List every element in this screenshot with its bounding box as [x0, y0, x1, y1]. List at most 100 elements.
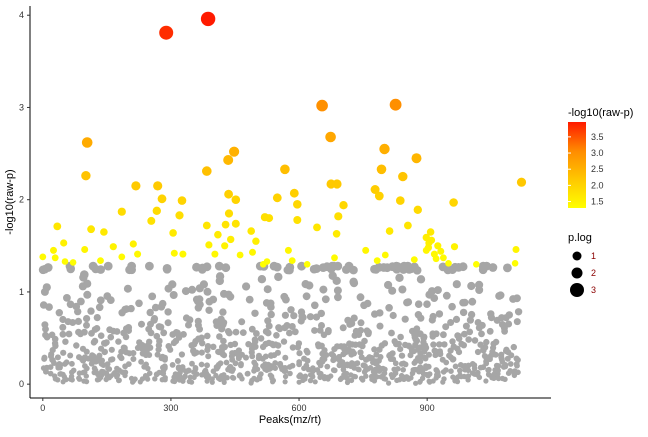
- significant-point: [293, 216, 302, 224]
- background-point: [76, 354, 82, 361]
- background-point: [191, 350, 198, 357]
- significant-point: [249, 248, 256, 256]
- background-point: [262, 353, 269, 360]
- significant-point: [404, 221, 412, 230]
- significant-point: [284, 246, 292, 254]
- significant-point: [252, 237, 260, 245]
- background-point: [90, 339, 98, 346]
- background-point: [310, 374, 316, 380]
- background-point: [257, 375, 263, 382]
- significant-point: [379, 143, 390, 155]
- background-point: [199, 280, 208, 289]
- background-point: [450, 343, 457, 350]
- background-point: [440, 331, 447, 339]
- background-point: [317, 309, 325, 318]
- background-point: [399, 261, 409, 271]
- background-point: [499, 375, 506, 382]
- background-point: [377, 354, 384, 360]
- background-point: [302, 376, 308, 382]
- background-point: [273, 332, 280, 339]
- significant-point: [381, 251, 389, 259]
- background-point: [259, 343, 267, 351]
- background-point: [351, 361, 358, 367]
- background-point: [40, 365, 47, 371]
- background-point: [139, 350, 146, 357]
- background-point: [426, 351, 432, 358]
- background-point: [333, 286, 342, 295]
- background-point: [139, 345, 146, 352]
- background-point: [296, 359, 303, 365]
- significant-point: [511, 260, 519, 267]
- background-point: [403, 298, 411, 307]
- background-point: [145, 325, 153, 333]
- background-point: [282, 379, 288, 385]
- background-point: [337, 357, 343, 364]
- background-point: [219, 308, 227, 316]
- background-point: [319, 356, 326, 363]
- background-point: [192, 366, 199, 372]
- x-tick-label: 0: [40, 403, 45, 413]
- background-point: [248, 325, 256, 333]
- background-point: [398, 352, 405, 359]
- background-point: [443, 265, 453, 274]
- color-legend-label: 2.5: [591, 164, 604, 174]
- significant-point: [117, 207, 126, 216]
- significant-point: [289, 188, 299, 198]
- significant-point: [370, 185, 380, 194]
- significant-point: [69, 259, 77, 266]
- background-point: [433, 286, 442, 295]
- background-point: [100, 362, 107, 368]
- background-point: [170, 378, 176, 384]
- background-point: [415, 355, 421, 361]
- background-point: [146, 308, 154, 317]
- background-point: [511, 370, 518, 377]
- significant-point: [411, 153, 422, 164]
- background-point: [471, 365, 478, 372]
- background-point: [295, 340, 303, 347]
- background-point: [447, 354, 454, 361]
- significant-point: [81, 137, 93, 148]
- background-point: [248, 380, 254, 386]
- significant-point: [293, 200, 302, 209]
- background-point: [290, 312, 298, 320]
- background-point: [95, 303, 104, 312]
- significant-point: [200, 11, 216, 27]
- background-point: [172, 329, 180, 336]
- background-point: [97, 332, 105, 340]
- background-point: [125, 324, 133, 331]
- background-point: [462, 322, 470, 330]
- background-point: [286, 364, 293, 370]
- background-point: [433, 375, 439, 381]
- significant-point: [263, 258, 271, 265]
- background-point: [162, 264, 172, 273]
- background-point: [203, 370, 210, 377]
- background-point: [238, 318, 246, 326]
- background-point: [150, 315, 159, 323]
- background-point: [296, 350, 303, 357]
- background-point: [245, 295, 254, 304]
- background-point: [87, 307, 95, 315]
- background-point: [319, 285, 328, 294]
- background-point: [457, 367, 463, 374]
- background-point: [288, 323, 296, 330]
- background-point: [334, 293, 342, 302]
- background-point: [289, 344, 297, 351]
- background-point: [107, 333, 115, 341]
- background-point: [312, 264, 321, 273]
- background-point: [245, 341, 252, 348]
- background-point: [302, 292, 311, 301]
- background-point: [474, 319, 482, 326]
- background-point: [265, 322, 273, 330]
- background-point: [478, 330, 485, 338]
- background-point: [236, 373, 243, 379]
- background-point: [457, 372, 463, 378]
- size-legend-label: 2: [591, 268, 596, 278]
- background-point: [123, 284, 132, 293]
- significant-point: [81, 246, 89, 253]
- background-point: [69, 360, 75, 367]
- background-point: [47, 370, 54, 377]
- background-point: [495, 292, 503, 300]
- background-point: [318, 342, 325, 349]
- significant-point: [516, 177, 527, 187]
- background-point: [164, 284, 173, 293]
